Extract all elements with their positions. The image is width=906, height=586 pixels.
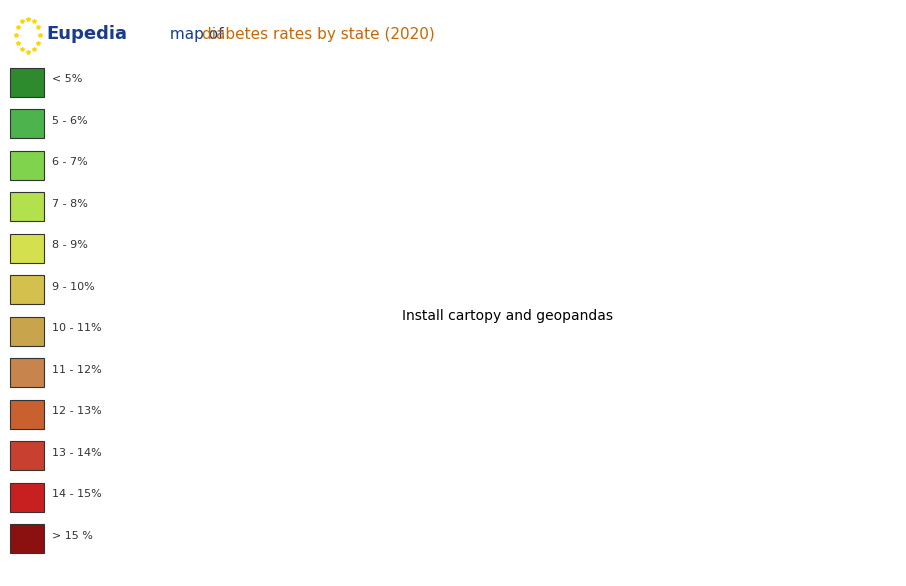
FancyBboxPatch shape [10, 110, 44, 138]
FancyBboxPatch shape [10, 68, 44, 97]
Text: 12 - 13%: 12 - 13% [52, 407, 101, 417]
FancyBboxPatch shape [10, 359, 44, 387]
Text: 10 - 11%: 10 - 11% [52, 323, 101, 333]
FancyBboxPatch shape [10, 234, 44, 263]
FancyBboxPatch shape [10, 441, 44, 471]
Text: > 15 %: > 15 % [52, 531, 93, 541]
Text: map of: map of [165, 27, 228, 42]
Text: Eupedia: Eupedia [47, 25, 128, 43]
Text: 9 - 10%: 9 - 10% [52, 282, 95, 292]
Text: < 5%: < 5% [52, 74, 82, 84]
Text: 5 - 6%: 5 - 6% [52, 116, 88, 126]
Text: Install cartopy and geopandas: Install cartopy and geopandas [402, 309, 612, 323]
Text: 13 - 14%: 13 - 14% [52, 448, 101, 458]
FancyBboxPatch shape [10, 151, 44, 180]
FancyBboxPatch shape [10, 275, 44, 304]
Text: 6 - 7%: 6 - 7% [52, 158, 88, 168]
FancyBboxPatch shape [10, 524, 44, 553]
Text: 7 - 8%: 7 - 8% [52, 199, 88, 209]
Text: 11 - 12%: 11 - 12% [52, 365, 101, 375]
FancyBboxPatch shape [10, 483, 44, 512]
FancyBboxPatch shape [10, 192, 44, 222]
FancyBboxPatch shape [10, 400, 44, 429]
FancyBboxPatch shape [10, 317, 44, 346]
Text: 14 - 15%: 14 - 15% [52, 489, 101, 499]
Text: 8 - 9%: 8 - 9% [52, 240, 88, 250]
Text: diabetes rates by state (2020): diabetes rates by state (2020) [202, 27, 435, 42]
